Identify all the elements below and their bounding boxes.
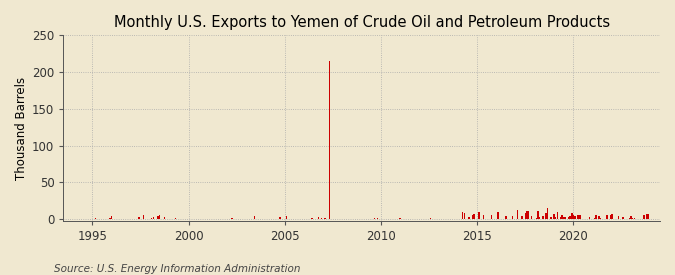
Bar	[574, 216, 576, 219]
Title: Monthly U.S. Exports to Yemen of Crude Oil and Petroleum Products: Monthly U.S. Exports to Yemen of Crude O…	[113, 15, 610, 30]
Bar	[95, 218, 97, 219]
Bar	[231, 218, 233, 219]
Bar	[109, 218, 111, 219]
Bar	[462, 212, 464, 219]
Bar	[562, 216, 563, 219]
Bar	[589, 217, 590, 219]
Bar	[630, 216, 632, 219]
Bar	[159, 215, 161, 219]
Bar	[629, 218, 630, 219]
Bar	[164, 216, 165, 219]
Bar	[648, 214, 649, 219]
Bar	[647, 214, 648, 219]
Bar	[483, 215, 485, 219]
Bar	[622, 217, 624, 219]
Bar	[598, 216, 600, 219]
Bar	[643, 215, 645, 219]
Text: Source: U.S. Energy Information Administration: Source: U.S. Energy Information Administ…	[54, 264, 300, 274]
Bar	[618, 216, 619, 219]
Bar	[157, 216, 159, 219]
Bar	[175, 218, 176, 219]
Bar	[531, 216, 533, 219]
Bar	[324, 218, 325, 219]
Bar	[329, 61, 330, 219]
Bar	[595, 215, 597, 219]
Bar	[254, 216, 255, 219]
Bar	[464, 213, 465, 219]
Bar	[565, 217, 566, 219]
Bar	[571, 213, 572, 219]
Bar	[321, 218, 323, 219]
Bar	[153, 217, 154, 219]
Bar	[521, 216, 523, 219]
Bar	[478, 212, 479, 219]
Bar	[526, 211, 528, 219]
Bar	[528, 211, 529, 219]
Bar	[377, 218, 379, 219]
Bar	[279, 217, 281, 219]
Bar	[611, 214, 613, 219]
Bar	[537, 211, 539, 219]
Bar	[545, 213, 547, 219]
Bar	[606, 215, 608, 219]
Bar	[430, 218, 431, 219]
Bar	[374, 218, 375, 219]
Bar	[400, 218, 401, 219]
Bar	[557, 212, 558, 219]
Bar	[311, 218, 313, 219]
Bar	[524, 213, 526, 219]
Bar	[593, 218, 595, 219]
Bar	[554, 214, 555, 219]
Bar	[550, 216, 551, 219]
Bar	[143, 214, 144, 219]
Bar	[497, 212, 499, 219]
Bar	[491, 215, 492, 219]
Bar	[547, 208, 549, 219]
Bar	[138, 216, 140, 219]
Bar	[610, 215, 611, 219]
Bar	[560, 217, 562, 219]
Bar	[634, 218, 635, 219]
Bar	[572, 215, 574, 219]
Bar	[600, 218, 601, 219]
Bar	[536, 218, 537, 219]
Bar	[473, 214, 475, 219]
Bar	[468, 217, 470, 219]
Bar	[516, 210, 518, 219]
Bar	[539, 217, 541, 219]
Bar	[568, 217, 569, 219]
Bar	[570, 216, 571, 219]
Bar	[286, 216, 287, 219]
Bar	[512, 216, 513, 219]
Bar	[318, 217, 319, 219]
Bar	[578, 214, 579, 219]
Bar	[632, 218, 633, 219]
Bar	[111, 216, 112, 219]
Bar	[563, 217, 564, 219]
Bar	[506, 216, 507, 219]
Bar	[472, 215, 473, 219]
Bar	[542, 216, 543, 219]
Bar	[151, 218, 153, 219]
Bar	[579, 215, 580, 219]
Bar	[555, 217, 556, 219]
Y-axis label: Thousand Barrels: Thousand Barrels	[15, 77, 28, 180]
